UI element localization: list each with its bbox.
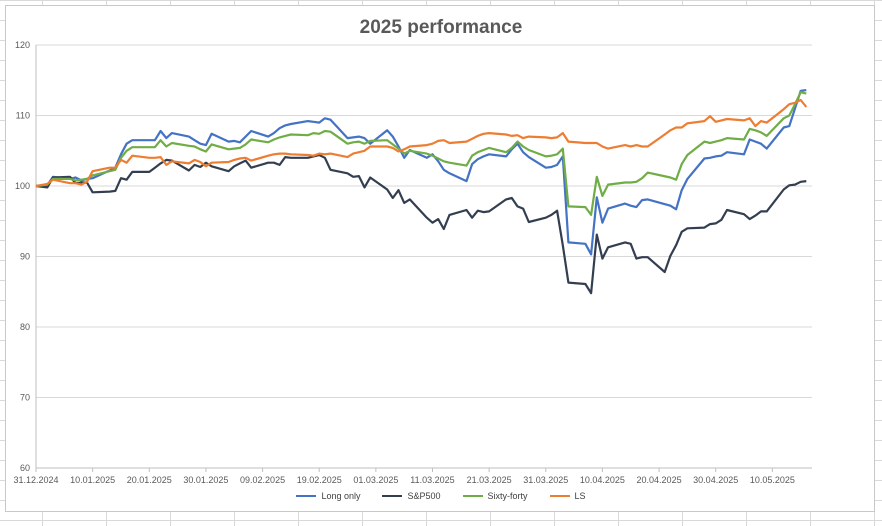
series-line-sixty-forty [35,91,807,216]
x-tick-label: 09.02.2025 [240,475,285,485]
legend: Long only S&P500 Sixty-forty LS [0,491,882,501]
y-tick-label: 90 [20,252,30,262]
x-tick-label: 10.01.2025 [70,475,115,485]
x-tick-label: 21.03.2025 [467,475,512,485]
chart-title: 2025 performance [359,17,523,38]
y-tick-label: 110 [16,111,30,121]
x-tick-label: 30.04.2025 [693,475,738,485]
series-line-s-p500 [35,153,807,295]
gridlines [36,44,812,469]
x-tick-label: 20.04.2025 [637,475,682,485]
legend-label: Sixty-forty [487,491,528,501]
legend-label: LS [574,491,586,501]
y-tick-label: 60 [20,463,30,473]
x-tick-label: 31.03.2025 [523,475,568,485]
x-tick-label: 01.03.2025 [353,475,398,485]
x-tick-label: 30.01.2025 [183,475,228,485]
x-tick-label: 10.04.2025 [580,475,625,485]
x-tick-label: 20.01.2025 [127,475,172,485]
series-line-ls [35,98,808,188]
series-line-long-only [35,89,807,256]
series-lines [35,89,808,295]
chart-area [5,5,875,512]
x-tick-label: 11.03.2025 [410,475,454,485]
y-tick-label: 120 [15,40,30,50]
y-tick-label: 70 [20,393,30,403]
legend-label: Long only [321,491,361,501]
x-tick-label: 19.02.2025 [297,475,342,485]
axes [35,45,812,472]
x-tick-label: 10.05.2025 [750,475,795,485]
legend-swatch [462,495,483,497]
legend-swatch [382,495,403,497]
legend-item: S&P500 [382,491,441,501]
legend-swatch [549,495,570,497]
legend-item: Sixty-forty [462,491,528,501]
legend-item: LS [549,491,586,501]
tick-labels: 60 70 80 90 100 110 120 31.12.2024 10.01.2025 20.… [13,40,794,485]
x-tick-label: 31.12.2024 [13,475,58,485]
legend-swatch [296,495,317,497]
legend-label: S&P500 [407,491,441,501]
y-tick-label: 80 [20,322,30,332]
legend-item: Long only [296,491,360,501]
y-tick-label: 100 [15,181,30,191]
